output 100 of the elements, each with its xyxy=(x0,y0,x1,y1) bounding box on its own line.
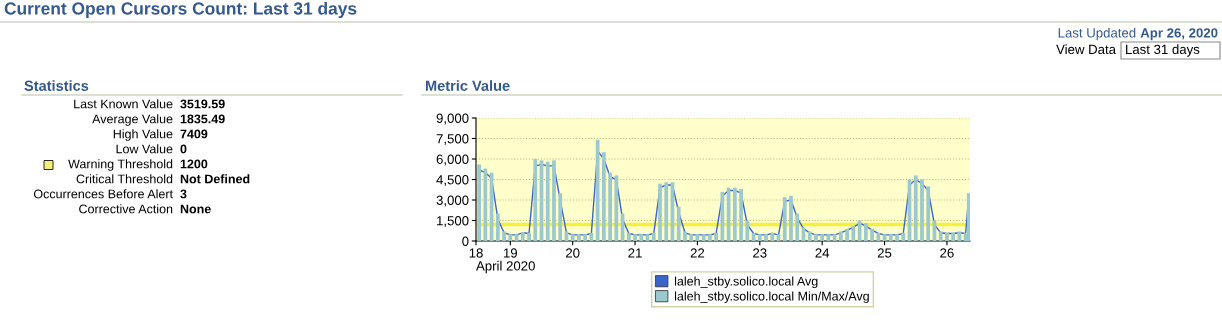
bar xyxy=(676,206,681,241)
bar xyxy=(770,232,775,241)
text: 3 xyxy=(180,189,187,199)
x-tick-label: 24 xyxy=(815,248,830,258)
text: Warning Threshold xyxy=(68,159,173,171)
text: None xyxy=(180,204,211,214)
bar xyxy=(901,232,906,241)
y-tick-label: 1,500 xyxy=(437,216,469,227)
bar xyxy=(626,232,631,241)
bar xyxy=(820,234,825,241)
y-tick-label: 6,000 xyxy=(436,154,469,166)
text: 1200 xyxy=(180,159,208,169)
bar xyxy=(888,234,893,241)
bar xyxy=(651,232,656,241)
bar xyxy=(789,195,793,241)
bar xyxy=(533,159,538,241)
bar xyxy=(795,213,800,241)
x-tick-label: 26 xyxy=(940,248,954,258)
text: Critical Threshold xyxy=(76,174,173,184)
bar xyxy=(658,183,662,241)
bar xyxy=(714,232,719,241)
bar xyxy=(552,160,556,241)
x-tick-label: 25 xyxy=(877,248,892,258)
y-tick-label: 7,500 xyxy=(436,134,469,145)
bar xyxy=(782,197,787,241)
bar xyxy=(483,168,488,241)
bar xyxy=(807,231,812,241)
bar xyxy=(508,234,513,241)
y-tick-label: 3,000 xyxy=(436,195,469,207)
text: View Data xyxy=(1056,44,1116,55)
text: April 2020 xyxy=(476,260,535,274)
bar xyxy=(595,139,600,241)
text: Last Known Value xyxy=(74,99,173,109)
bar xyxy=(851,225,856,241)
bar xyxy=(577,234,581,241)
text: Apr 26, 2020 xyxy=(1140,28,1218,41)
legend-label: laleh_stby.solico.local Min/Max/Avg xyxy=(675,291,869,304)
bar xyxy=(966,193,970,241)
y-tick-label: 4,500 xyxy=(436,175,469,186)
text: Low Value xyxy=(116,144,173,154)
bar xyxy=(913,175,918,241)
bar xyxy=(583,234,588,241)
bar xyxy=(814,234,818,241)
text: High Value xyxy=(113,129,173,141)
bar xyxy=(477,164,481,241)
bar xyxy=(920,179,924,241)
bar xyxy=(951,232,956,241)
text: Not Defined xyxy=(180,174,250,184)
x-tick-label: 22 xyxy=(690,248,705,258)
bar xyxy=(502,231,506,241)
text: Statistics xyxy=(24,80,89,91)
bar xyxy=(601,152,606,241)
bar xyxy=(570,234,575,241)
text: 0 xyxy=(180,144,187,154)
bar xyxy=(520,232,525,241)
bar xyxy=(895,234,899,241)
text: Last 31 days xyxy=(1126,44,1200,57)
bar xyxy=(495,213,500,241)
bar xyxy=(545,161,550,241)
bar xyxy=(558,193,563,241)
x-tick-label: 20 xyxy=(566,248,580,258)
bar xyxy=(639,234,644,241)
text: Average Value xyxy=(92,114,173,126)
bar xyxy=(614,175,619,241)
text: Corrective Action xyxy=(79,204,173,214)
bar xyxy=(732,187,737,241)
y-tick-label: 9,000 xyxy=(436,113,469,125)
text: Occurrences Before Alert xyxy=(33,189,173,199)
text: Last Updated xyxy=(1058,27,1136,41)
chart-title: Metric Value xyxy=(425,80,510,91)
bar xyxy=(739,189,743,241)
bar xyxy=(708,234,712,241)
bar xyxy=(926,186,931,241)
bar xyxy=(876,232,881,241)
x-tick-label: 19 xyxy=(503,248,518,258)
bar xyxy=(633,234,637,241)
x-tick-label: 18 xyxy=(469,248,483,258)
y-tick-label: 0 xyxy=(462,236,469,246)
bar xyxy=(701,234,706,241)
bar xyxy=(745,220,750,241)
bar xyxy=(945,232,949,241)
bar xyxy=(608,172,612,241)
x-tick-label: 23 xyxy=(753,248,767,258)
bar xyxy=(757,234,762,241)
bar xyxy=(764,234,768,241)
text: 3519.59 xyxy=(180,99,225,109)
text: Current Open Cursors Count: Last 31 days xyxy=(4,1,357,19)
legend-label: laleh_stby.solico.local Avg xyxy=(675,276,818,289)
bar xyxy=(683,231,687,241)
bar xyxy=(527,232,531,241)
bar xyxy=(845,228,849,241)
bar xyxy=(870,228,874,241)
bar xyxy=(832,234,837,241)
x-tick-label: 21 xyxy=(628,248,642,258)
bar xyxy=(938,231,943,241)
bar xyxy=(664,182,669,241)
bar xyxy=(839,231,843,241)
bar xyxy=(863,223,868,241)
text: 7409 xyxy=(180,129,208,139)
text: 1835.49 xyxy=(180,114,225,124)
